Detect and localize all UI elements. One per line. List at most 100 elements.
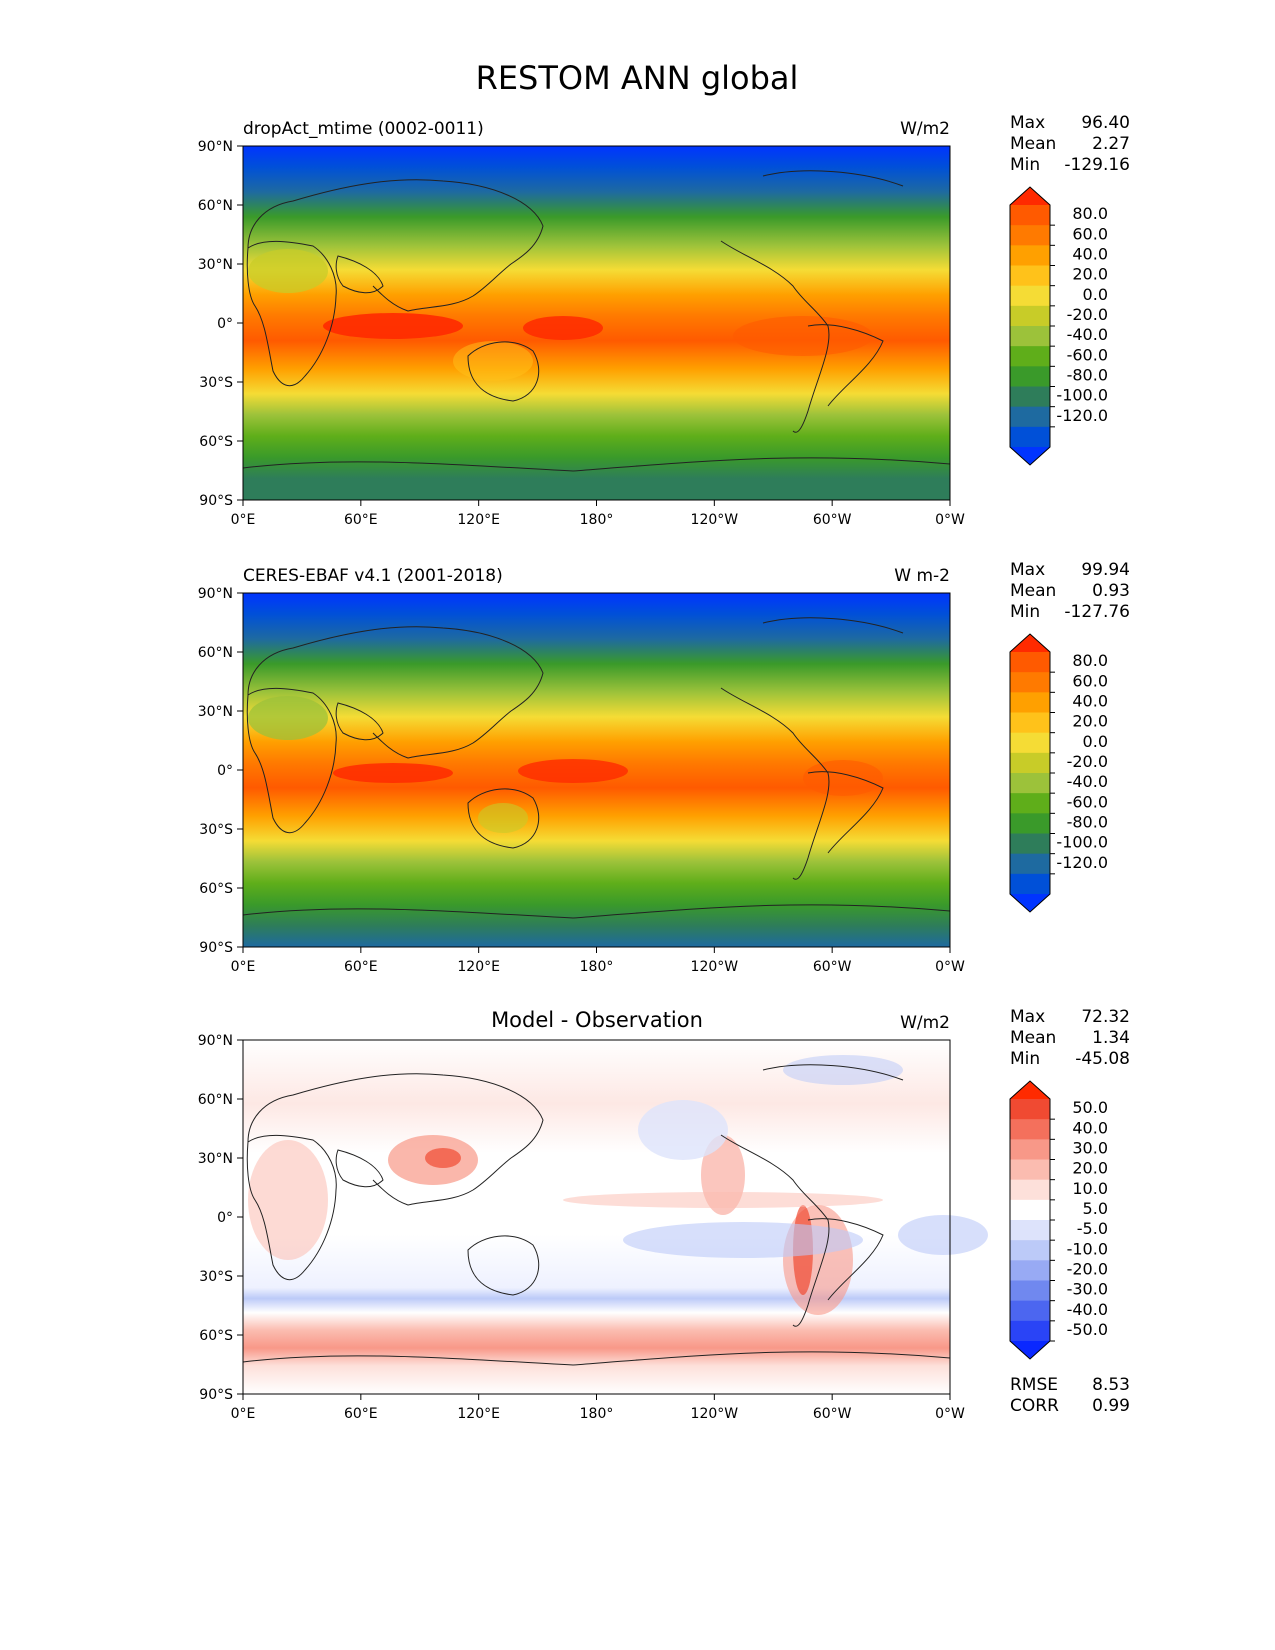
x-tick-label: 120°W bbox=[691, 1406, 739, 1422]
axes-observation: 0°E 60°E 120°E 180° 120°W 60°W 0°W 90°N 60°N 30°N… bbox=[198, 586, 965, 975]
colorbar-model: 80.060.040.020.00.0-20.0-40.0-60.0-80.0-… bbox=[1009, 186, 1108, 466]
colorbar-swatch bbox=[1010, 752, 1050, 774]
stat-corr-value: 0.99 bbox=[1092, 1396, 1130, 1416]
axes-model: 0°E 60°E 120°E 180° 120°W 60°W 0°W 90°N 60°N 30°N… bbox=[198, 139, 965, 528]
colorbar-tick-label: -20.0 bbox=[1067, 305, 1108, 324]
colorbar-tick-label: 20.0 bbox=[1072, 712, 1108, 731]
colorbar-tick-label: -5.0 bbox=[1077, 1219, 1108, 1238]
stat-mean-value: 1.34 bbox=[1092, 1028, 1130, 1048]
colorbar-swatch bbox=[1010, 1320, 1050, 1342]
colorbar-extend-bottom bbox=[1010, 1341, 1050, 1359]
colorbar-swatch bbox=[1010, 386, 1050, 408]
colorbar-swatch bbox=[1010, 813, 1050, 834]
stat-max-value: 99.94 bbox=[1081, 560, 1130, 580]
y-tick-label: 60°N bbox=[198, 1092, 233, 1108]
colorbar-swatch bbox=[1010, 1159, 1050, 1181]
colorbar-swatch bbox=[1010, 1240, 1050, 1261]
colorbar-swatch bbox=[1010, 205, 1050, 226]
colorbar-tick-label: 0.0 bbox=[1083, 285, 1108, 304]
map-field-difference bbox=[243, 1040, 950, 1394]
y-tick-label: 0° bbox=[217, 763, 233, 779]
colorbar-tick-label: 60.0 bbox=[1072, 671, 1108, 690]
stat-min-label: Min bbox=[1010, 155, 1040, 175]
colorbar-swatch bbox=[1010, 1300, 1050, 1322]
colorbar-extend-top bbox=[1010, 1081, 1050, 1099]
colorbar-outline bbox=[1009, 633, 1051, 913]
panel-left-title: dropAct_mtime (0002-0011) bbox=[243, 119, 484, 139]
colorbar-tick-label: 40.0 bbox=[1072, 1118, 1108, 1137]
stat-max-label: Max bbox=[1010, 113, 1045, 133]
panel-center-title: Model - Observation bbox=[491, 1008, 703, 1032]
colorbar-tick-label: -100.0 bbox=[1056, 386, 1108, 405]
colorbar-swatch bbox=[1010, 426, 1050, 448]
y-tick-label: 30°S bbox=[199, 822, 233, 838]
x-tick-label: 0°W bbox=[935, 959, 965, 975]
colorbar-swatch bbox=[1010, 873, 1050, 895]
colorbar-swatch bbox=[1010, 1280, 1050, 1302]
stat-mean-label: Mean bbox=[1010, 1028, 1056, 1048]
map-features-observation bbox=[248, 696, 883, 833]
colorbar-tick-label: 10.0 bbox=[1072, 1179, 1108, 1198]
colorbar-tick-label: 40.0 bbox=[1072, 692, 1108, 711]
y-tick-label: 90°S bbox=[199, 493, 233, 509]
colorbar-swatch bbox=[1010, 1179, 1050, 1201]
x-tick-label: 60°W bbox=[813, 959, 852, 975]
y-tick-label: 60°S bbox=[199, 434, 233, 450]
y-tick-label: 90°N bbox=[198, 1033, 233, 1049]
stat-mean-label: Mean bbox=[1010, 581, 1056, 601]
axes-difference: 0°E 60°E 120°E 180° 120°W 60°W 0°W 90°N 60°N 30°N… bbox=[198, 1033, 965, 1422]
y-tick-label: 90°N bbox=[198, 586, 233, 602]
map-features-difference bbox=[248, 1055, 988, 1315]
y-tick-label: 90°S bbox=[199, 1387, 233, 1403]
x-tick-label: 180° bbox=[580, 512, 614, 528]
y-tick-label: 60°N bbox=[198, 198, 233, 214]
y-tick-label: 0° bbox=[217, 1210, 233, 1226]
colorbar-tick-label: 60.0 bbox=[1072, 224, 1108, 243]
panel-units: W/m2 bbox=[900, 1013, 950, 1033]
colorbar-swatch bbox=[1010, 692, 1050, 713]
stat-rmse-value: 8.53 bbox=[1092, 1375, 1130, 1395]
colorbar-swatch bbox=[1010, 346, 1050, 367]
panel-units: W m-2 bbox=[894, 566, 950, 586]
colorbar-swatch bbox=[1010, 326, 1050, 347]
colorbar-outline bbox=[1009, 186, 1051, 466]
y-tick-label: 60°S bbox=[199, 1328, 233, 1344]
colorbar-extend-bottom bbox=[1010, 894, 1050, 912]
colorbar-swatch bbox=[1010, 672, 1050, 693]
panel-observation bbox=[242, 593, 951, 947]
colorbar-swatch bbox=[1010, 712, 1050, 734]
colorbar-tick-label: -40.0 bbox=[1067, 1300, 1108, 1319]
colorbar-tick-label: -120.0 bbox=[1056, 406, 1108, 425]
x-tick-label: 120°E bbox=[457, 512, 500, 528]
x-tick-label: 180° bbox=[580, 959, 614, 975]
x-tick-label: 120°E bbox=[457, 959, 500, 975]
colorbar-extend-bottom bbox=[1010, 447, 1050, 465]
x-tick-label: 60°E bbox=[344, 1406, 378, 1422]
x-tick-label: 120°W bbox=[691, 959, 739, 975]
colorbar-difference: 50.040.0 30.020.010.05.0-5.0-10.0 -20.0-30… bbox=[1009, 1080, 1108, 1360]
stat-min-value: -45.08 bbox=[1075, 1049, 1130, 1069]
colorbar-tick-label: -100.0 bbox=[1056, 833, 1108, 852]
stat-min-label: Min bbox=[1010, 602, 1040, 622]
colorbar-swatch bbox=[1010, 285, 1050, 307]
colorbar-tick-label: -20.0 bbox=[1067, 1260, 1108, 1279]
x-tick-label: 60°W bbox=[813, 512, 852, 528]
panel-model bbox=[242, 146, 951, 500]
colorbar-swatch bbox=[1010, 265, 1050, 287]
colorbar-tick-label: -40.0 bbox=[1067, 325, 1108, 344]
y-tick-label: 60°S bbox=[199, 881, 233, 897]
stat-max-label: Max bbox=[1010, 560, 1045, 580]
panel-left-title: CERES-EBAF v4.1 (2001-2018) bbox=[243, 566, 503, 586]
colorbar-swatch bbox=[1010, 1260, 1050, 1281]
colorbar-extend-top bbox=[1010, 634, 1050, 652]
colorbar-tick-label: 5.0 bbox=[1083, 1199, 1108, 1218]
colorbar-tick-label: 80.0 bbox=[1072, 651, 1108, 670]
colorbar-swatch bbox=[1010, 305, 1050, 327]
colorbar-swatch bbox=[1010, 652, 1050, 673]
stat-min-value: -127.76 bbox=[1064, 602, 1130, 622]
colorbar-observation: 80.060.040.020.00.0-20.0-40.0-60.0-80.0-… bbox=[1009, 633, 1108, 913]
panel-difference bbox=[242, 1040, 988, 1394]
stat-corr-label: CORR bbox=[1010, 1396, 1059, 1416]
coastlines-observation bbox=[242, 617, 951, 919]
